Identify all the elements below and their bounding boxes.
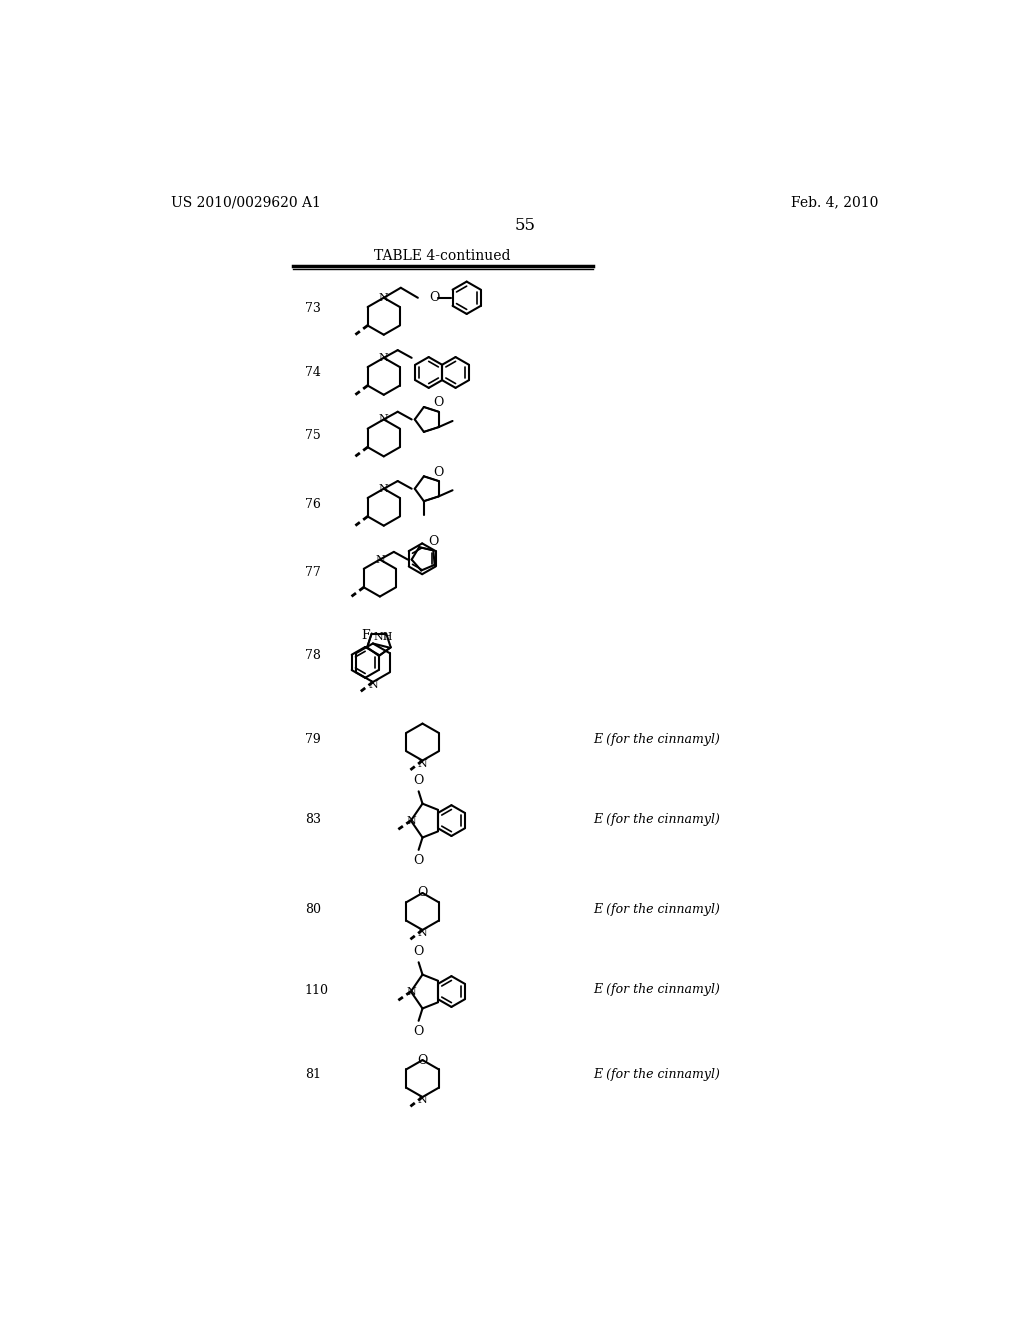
Text: O: O <box>414 854 424 867</box>
Text: N: N <box>368 680 378 690</box>
Text: N: N <box>379 352 389 363</box>
Text: O: O <box>418 887 428 899</box>
Text: 78: 78 <box>305 648 321 661</box>
Text: N: N <box>375 554 385 565</box>
Text: TABLE 4-continued: TABLE 4-continued <box>375 249 511 263</box>
Text: 110: 110 <box>305 983 329 997</box>
Text: N: N <box>406 986 416 997</box>
Text: 76: 76 <box>305 499 321 511</box>
Text: O: O <box>433 396 443 409</box>
Text: F: F <box>360 630 370 643</box>
Text: 83: 83 <box>305 813 321 825</box>
Text: 81: 81 <box>305 1068 321 1081</box>
Text: N: N <box>379 414 389 425</box>
Text: 80: 80 <box>305 903 321 916</box>
Text: 77: 77 <box>305 566 321 579</box>
Text: NH: NH <box>374 632 393 642</box>
Text: O: O <box>428 535 438 548</box>
Text: 79: 79 <box>305 733 321 746</box>
Text: 73: 73 <box>305 302 321 315</box>
Text: E (for the cinnamyl): E (for the cinnamyl) <box>593 1068 720 1081</box>
Text: O: O <box>429 292 440 305</box>
Text: N: N <box>418 759 427 768</box>
Text: N: N <box>418 928 427 939</box>
Text: N: N <box>418 1096 427 1105</box>
Text: N: N <box>406 816 416 825</box>
Text: O: O <box>414 1026 424 1039</box>
Text: Feb. 4, 2010: Feb. 4, 2010 <box>791 195 879 210</box>
Text: E (for the cinnamyl): E (for the cinnamyl) <box>593 983 720 997</box>
Text: 75: 75 <box>305 429 321 442</box>
Text: O: O <box>433 466 443 479</box>
Text: 55: 55 <box>514 216 536 234</box>
Text: E (for the cinnamyl): E (for the cinnamyl) <box>593 733 720 746</box>
Text: 74: 74 <box>305 366 321 379</box>
Text: O: O <box>418 1053 428 1067</box>
Text: US 2010/0029620 A1: US 2010/0029620 A1 <box>171 195 321 210</box>
Text: E (for the cinnamyl): E (for the cinnamyl) <box>593 813 720 825</box>
Text: O: O <box>414 774 424 787</box>
Text: E (for the cinnamyl): E (for the cinnamyl) <box>593 903 720 916</box>
Text: N: N <box>379 483 389 494</box>
Text: O: O <box>414 945 424 958</box>
Text: N: N <box>379 293 389 302</box>
